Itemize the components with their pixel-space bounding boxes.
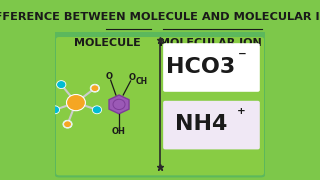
Text: OH: OH [112,127,126,136]
Circle shape [63,120,72,128]
Text: CH: CH [136,77,148,86]
FancyBboxPatch shape [55,36,265,176]
Text: ⁺: ⁺ [236,106,245,124]
Text: MOLECULE: MOLECULE [74,38,141,48]
Text: O: O [128,73,135,82]
Circle shape [67,94,85,111]
Circle shape [57,81,66,89]
Polygon shape [109,95,129,114]
Circle shape [92,106,101,114]
Text: HCO3: HCO3 [166,57,236,77]
Text: O: O [106,72,113,81]
Text: MOLECULAR ION: MOLECULAR ION [159,38,262,48]
Text: NH4: NH4 [175,114,227,134]
FancyBboxPatch shape [163,43,260,92]
Circle shape [64,121,71,128]
Text: DIFFERENCE BETWEEN MOLECULE AND MOLECULAR ION: DIFFERENCE BETWEEN MOLECULE AND MOLECULA… [0,12,320,22]
Circle shape [91,85,99,92]
Circle shape [50,106,60,114]
Circle shape [90,84,100,92]
Text: ⁻: ⁻ [238,48,247,66]
FancyBboxPatch shape [163,101,260,149]
Bar [55,32,265,37]
